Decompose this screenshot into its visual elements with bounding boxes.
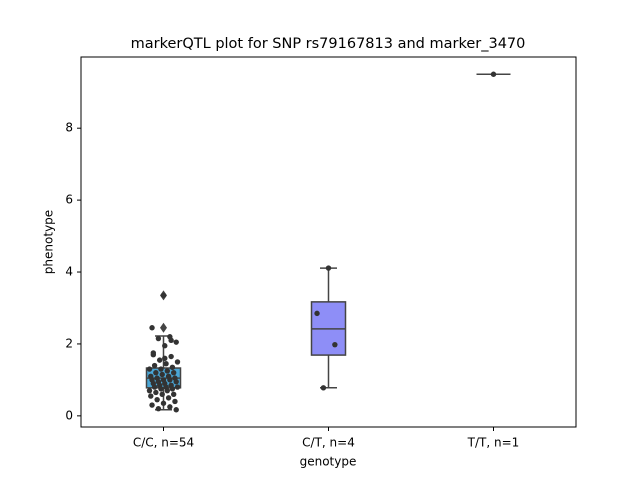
point	[173, 407, 179, 413]
x-tick-label: C/T, n=4	[302, 436, 355, 450]
point	[168, 337, 174, 344]
point	[159, 371, 165, 378]
point	[156, 357, 163, 363]
y-tick-label: 0	[65, 408, 73, 422]
x-tick-label: C/C, n=54	[133, 436, 194, 450]
point	[169, 386, 176, 392]
point	[490, 71, 497, 77]
point	[160, 292, 167, 299]
point	[163, 361, 169, 367]
point	[149, 325, 155, 331]
point	[314, 310, 320, 317]
point	[167, 404, 173, 410]
point	[150, 350, 157, 356]
point	[164, 368, 171, 374]
point	[155, 405, 162, 412]
chart-title: markerQTL plot for SNP rs79167813 and ma…	[131, 36, 526, 52]
point	[172, 398, 178, 405]
point	[170, 370, 177, 376]
y-tick-label: 2	[65, 336, 73, 350]
x-axis-label: genotype	[300, 455, 357, 469]
outlier	[160, 322, 167, 333]
point	[162, 343, 168, 349]
y-tick-label: 4	[65, 265, 73, 279]
point	[325, 265, 332, 271]
point	[320, 385, 327, 391]
point	[164, 387, 171, 394]
point	[151, 384, 158, 390]
point	[153, 389, 159, 396]
x-tick-label: T/T, n=1	[467, 436, 520, 450]
point	[168, 353, 174, 360]
y-tick-label: 8	[65, 121, 73, 135]
point	[146, 366, 153, 372]
point	[148, 393, 154, 399]
point	[169, 364, 176, 371]
point	[155, 335, 162, 342]
point	[332, 341, 338, 348]
point	[173, 339, 179, 345]
point	[153, 370, 159, 376]
point	[149, 402, 155, 408]
point	[154, 396, 160, 403]
point	[165, 395, 172, 401]
point	[158, 386, 164, 392]
point	[167, 377, 173, 383]
point	[174, 359, 181, 365]
point	[151, 362, 158, 369]
point	[159, 391, 165, 397]
y-axis-label: phenotype	[42, 210, 56, 274]
point	[173, 378, 179, 385]
point	[146, 387, 153, 394]
point	[160, 400, 167, 406]
point	[158, 366, 164, 372]
point	[174, 384, 181, 390]
point	[170, 391, 177, 397]
y-tick-label: 6	[65, 193, 73, 207]
point	[162, 355, 168, 362]
